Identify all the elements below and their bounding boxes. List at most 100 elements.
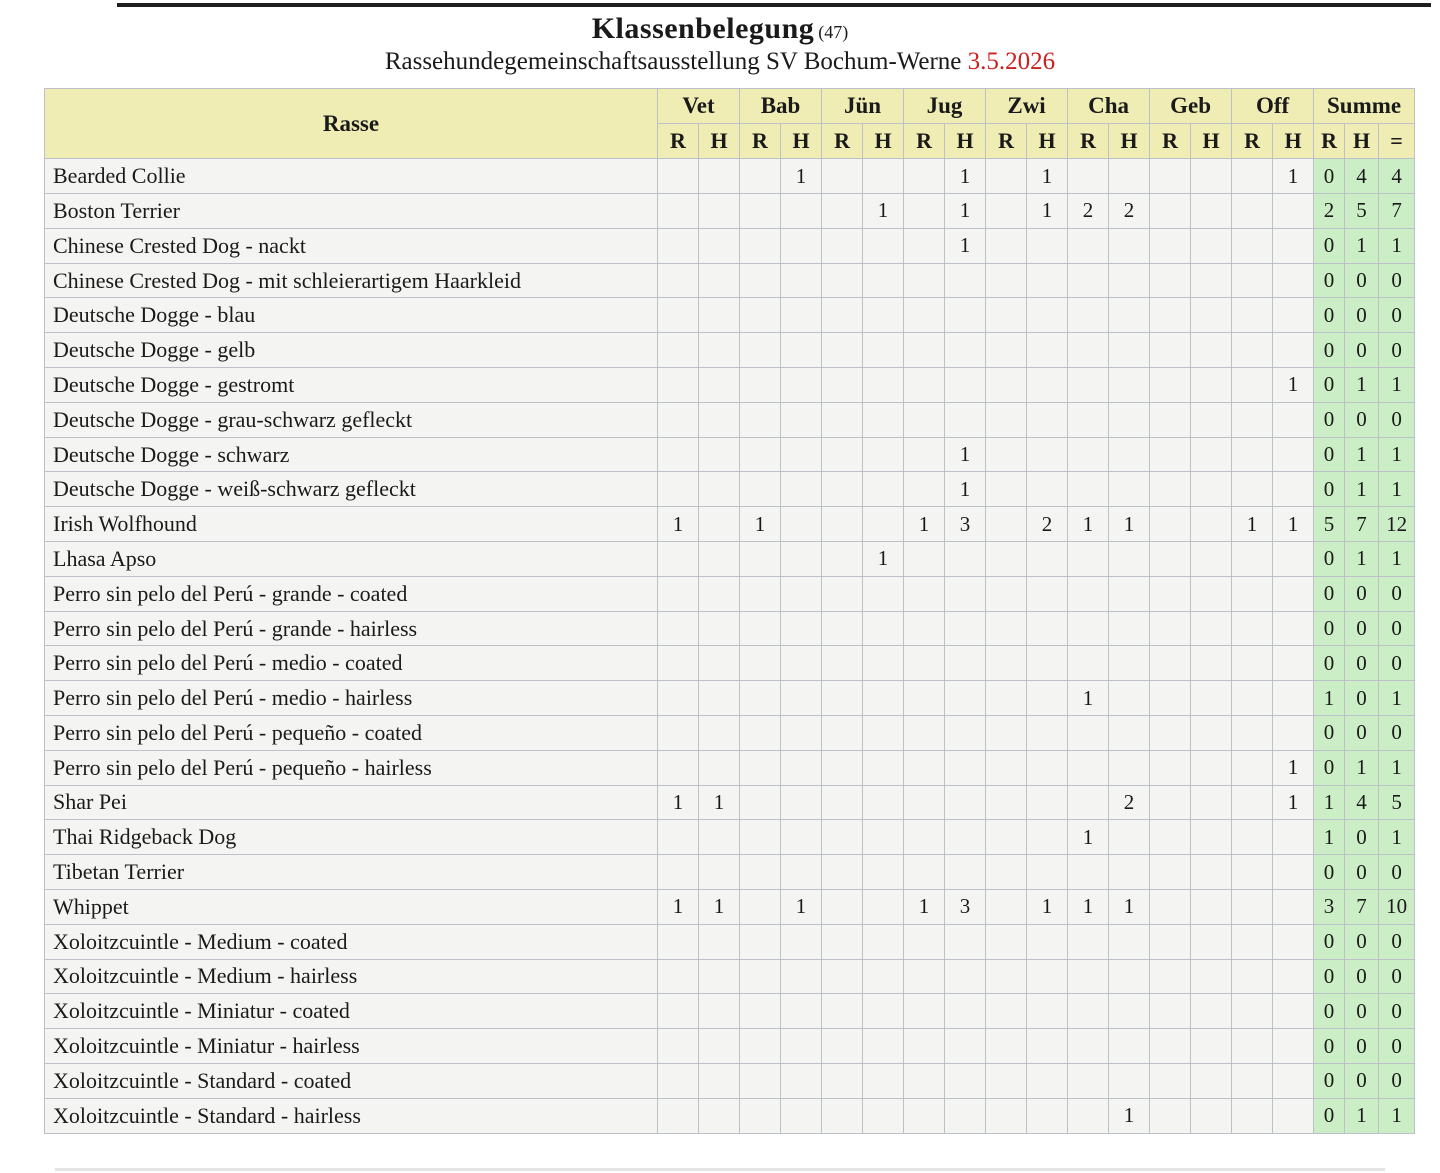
class-count-cell — [985, 819, 1028, 856]
summe-cell: 1 — [1378, 749, 1416, 786]
table-row: Lhasa Apso 1 0 1 1 — [44, 541, 1416, 577]
summe-cell: 1 — [1344, 471, 1380, 508]
class-count-cell — [657, 541, 699, 577]
class-count-cell — [862, 575, 905, 612]
summe-cell: 0 — [1378, 958, 1416, 995]
class-count-cell — [862, 854, 905, 890]
class-count-cell — [779, 262, 823, 299]
class-count-cell — [821, 993, 864, 1030]
class-count-cell — [903, 1028, 946, 1064]
class-count-cell — [1190, 923, 1233, 960]
class-count-cell — [1231, 610, 1274, 647]
summe-cell: 0 — [1313, 436, 1346, 473]
class-count-cell — [1026, 471, 1069, 508]
class-count-cell — [657, 1097, 699, 1134]
class-count-cell — [779, 610, 823, 647]
class-count-cell — [1272, 680, 1315, 716]
class-count-cell — [1190, 958, 1233, 995]
class-count-cell — [985, 993, 1028, 1030]
class-count-cell — [985, 1062, 1028, 1099]
class-count-cell — [1067, 993, 1110, 1030]
class-count-cell: 1 — [862, 193, 905, 229]
class-count-cell: 1 — [698, 784, 740, 821]
class-count-cell — [862, 1028, 905, 1064]
class-count-cell — [821, 1062, 864, 1099]
summe-cell: 1 — [1344, 227, 1380, 264]
class-count-cell — [1067, 1062, 1110, 1099]
header-group-row: Rasse Vet Bab Jün Jug Zwi Cha Geb Off Su… — [44, 88, 1416, 160]
class-count-cell — [1272, 854, 1315, 890]
class-count-cell — [1067, 367, 1110, 403]
class-count-cell — [1190, 854, 1233, 890]
class-count-cell — [1067, 715, 1110, 751]
class-count-cell — [739, 158, 781, 195]
class-count-cell — [1231, 367, 1274, 403]
class-count-cell — [1108, 854, 1151, 890]
summe-cell: 7 — [1378, 193, 1416, 229]
class-count-cell — [944, 1062, 987, 1099]
class-count-cell — [903, 715, 946, 751]
class-count-cell — [985, 471, 1028, 508]
breed-name: Whippet — [44, 888, 658, 925]
class-count-cell — [821, 401, 864, 438]
class-count-cell — [739, 262, 781, 299]
class-count-cell — [739, 575, 781, 612]
table-row: Perro sin pelo del Perú - grande - coate… — [44, 575, 1416, 612]
class-count-cell — [779, 680, 823, 716]
class-count-cell — [698, 1062, 740, 1099]
class-count-cell — [985, 158, 1028, 195]
summe-cell: 0 — [1378, 332, 1416, 369]
class-count-cell — [944, 297, 987, 334]
class-count-cell — [903, 645, 946, 682]
class-count-cell — [1231, 819, 1274, 856]
table-row: Bearded Collie 1 1 1 1 0 4 4 — [44, 158, 1416, 195]
class-count-cell — [698, 297, 740, 334]
class-count-cell — [1067, 158, 1110, 195]
subheader-r: R — [903, 123, 946, 160]
class-count-cell — [698, 819, 740, 856]
class-count-cell — [1272, 715, 1315, 751]
class-count-cell — [1149, 193, 1192, 229]
class-count-cell — [1190, 575, 1233, 612]
class-count-cell — [821, 575, 864, 612]
subheader-r: R — [657, 123, 699, 160]
class-count-cell — [657, 193, 699, 229]
summe-cell: 0 — [1313, 715, 1346, 751]
class-count-cell — [1067, 854, 1110, 890]
class-count-cell — [1190, 888, 1233, 925]
class-count-cell — [1108, 1028, 1151, 1064]
class-count-cell — [1190, 332, 1233, 369]
class-count-cell — [1067, 227, 1110, 264]
class-count-cell — [698, 923, 740, 960]
class-count-cell — [779, 401, 823, 438]
class-count-cell — [1026, 819, 1069, 856]
class-count-cell — [1190, 645, 1233, 682]
class-count-cell — [1272, 993, 1315, 1030]
class-count-cell — [1026, 923, 1069, 960]
class-count-cell — [985, 749, 1028, 786]
class-count-cell — [862, 610, 905, 647]
class-count-cell — [739, 784, 781, 821]
breed-name: Perro sin pelo del Perú - medio - coated — [44, 645, 658, 682]
class-count-cell — [657, 715, 699, 751]
class-count-cell — [985, 541, 1028, 577]
class-count-cell — [1067, 645, 1110, 682]
breed-name: Deutsche Dogge - grau-schwarz gefleckt — [44, 401, 658, 438]
summe-cell: 0 — [1378, 923, 1416, 960]
summe-cell: 0 — [1313, 854, 1346, 890]
table-row: Deutsche Dogge - gestromt 1 0 1 1 — [44, 367, 1416, 403]
breed-name: Chinese Crested Dog - nackt — [44, 227, 658, 264]
subtitle-date: 3.5.2026 — [967, 48, 1056, 75]
class-count-cell — [862, 471, 905, 508]
class-count-cell — [862, 367, 905, 403]
summe-cell: 0 — [1344, 993, 1380, 1030]
breed-name: Thai Ridgeback Dog — [44, 819, 658, 856]
summe-cell: 1 — [1378, 1097, 1416, 1134]
breed-name: Xoloitzcuintle - Medium - coated — [44, 923, 658, 960]
class-count-cell — [903, 1062, 946, 1099]
subheader-r: R — [1149, 123, 1192, 160]
class-count-cell: 2 — [1108, 193, 1151, 229]
class-count-cell — [1108, 471, 1151, 508]
summe-cell: 5 — [1344, 193, 1380, 229]
class-count-cell — [944, 541, 987, 577]
